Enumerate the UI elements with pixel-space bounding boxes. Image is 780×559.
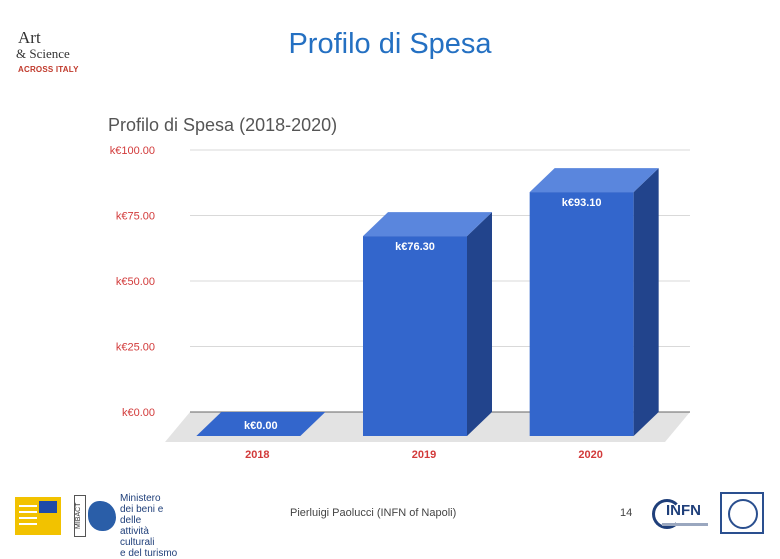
bar-front-2020	[529, 192, 634, 436]
lab-emblem-icon	[728, 499, 758, 529]
x-tick-label: 2020	[578, 449, 602, 461]
data-label-2020: k€93.10	[562, 197, 602, 209]
logo-line-1: Art	[18, 28, 41, 47]
italy-map-icon	[88, 501, 116, 531]
data-label-2018: k€0.00	[244, 420, 278, 432]
infn-logo: INFN	[652, 495, 708, 531]
x-tick-label: 2018	[245, 449, 269, 461]
page-number: 14	[620, 507, 633, 519]
bar-top-2018	[196, 412, 326, 436]
y-tick-label: k€50.00	[116, 276, 155, 288]
bar-side-2020	[633, 168, 659, 436]
bar-chart: Profilo di Spesa (2018-2020) k€0.00 k€25.…	[108, 115, 690, 461]
mibact-logo: MIBACT Ministero dei beni e delle attivi…	[74, 493, 177, 559]
y-tick-label: k€75.00	[116, 211, 155, 223]
mibact-text: Ministero dei beni e delle attività cult…	[120, 493, 178, 559]
x-tick-label: 2019	[412, 449, 436, 461]
lab-logo	[720, 492, 764, 534]
infn-logo-text: INFN	[666, 502, 701, 519]
y-tick-label: k€0.00	[122, 407, 155, 419]
bar-side-2019	[467, 212, 492, 436]
bar-front-2019	[363, 236, 467, 436]
eu-funding-logo	[15, 497, 61, 535]
slide-title: Profilo di Spesa	[288, 28, 492, 60]
y-tick-label: k€25.00	[116, 342, 155, 354]
chart-title: Profilo di Spesa (2018-2020)	[108, 115, 337, 135]
footer-author: Pierluigi Paolucci (INFN of Napoli)	[290, 507, 457, 519]
logo-line-3: ACROSS ITALY	[18, 65, 79, 74]
eu-flag-icon	[39, 501, 57, 513]
y-tick-label: k€100.00	[110, 145, 155, 157]
data-label-2019: k€76.30	[395, 241, 435, 253]
logo-line-2: & Science	[16, 46, 70, 61]
bar-top-2019	[363, 212, 492, 237]
mibact-side-label: MIBACT	[74, 495, 86, 537]
art-science-logo: Art & Science ACROSS ITALY	[14, 22, 79, 78]
bar-top-2020	[529, 168, 659, 193]
infn-ring-icon	[652, 499, 682, 529]
